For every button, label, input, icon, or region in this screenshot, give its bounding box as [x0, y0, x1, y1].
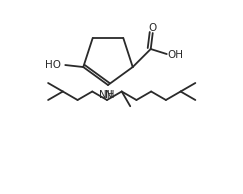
Text: NH: NH	[99, 90, 115, 100]
Text: N: N	[105, 90, 113, 100]
Text: O: O	[149, 23, 157, 33]
Text: OH: OH	[168, 50, 184, 60]
Text: HO: HO	[45, 60, 61, 70]
